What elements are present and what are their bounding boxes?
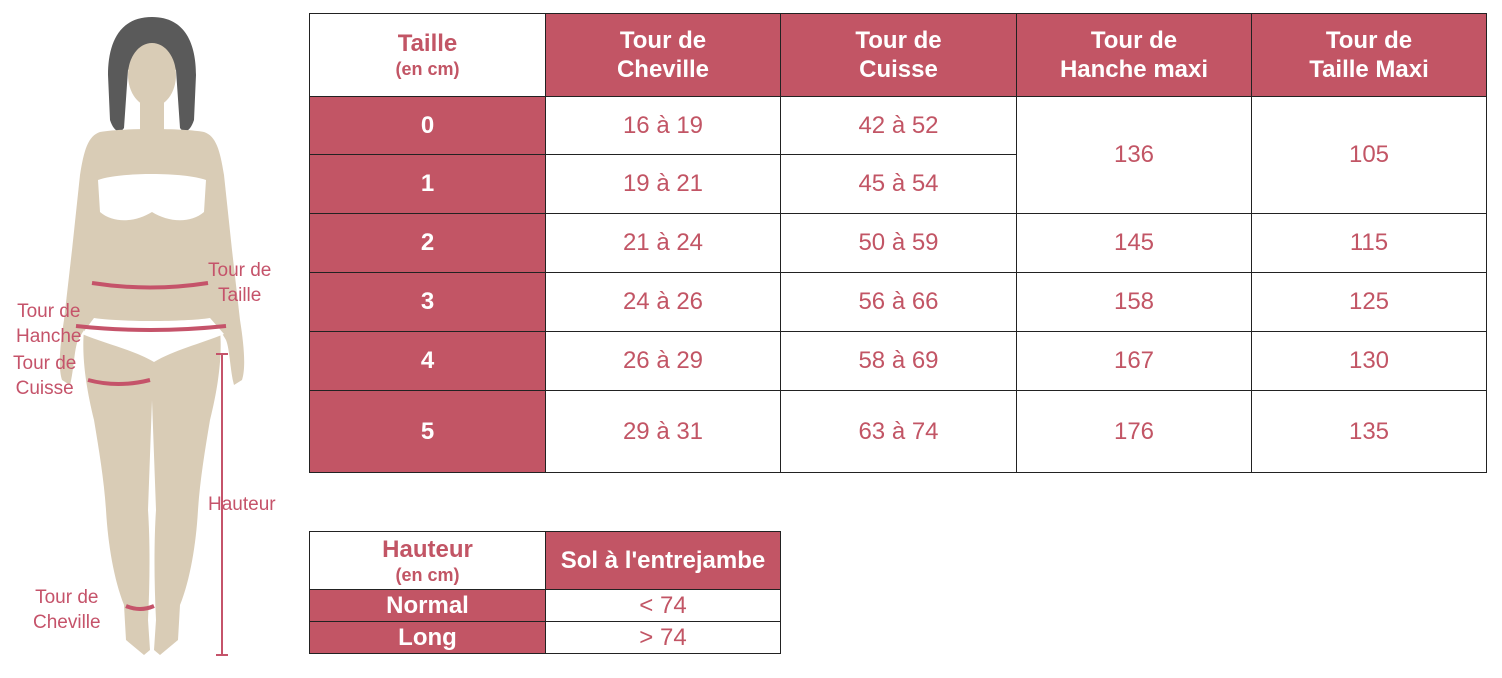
table-row: 1 19 à 21 45 à 54 — [309, 154, 1487, 214]
label-thigh: Tour de Cuisse — [13, 353, 77, 399]
waist-cell: 115 — [1251, 213, 1487, 273]
thigh-cell: 56 à 66 — [780, 272, 1017, 332]
size-table: Taille (en cm) Tour de Cheville Tour de Cu… — [309, 13, 1487, 473]
table-row: 5 29 à 31 63 à 74 176 135 — [309, 390, 1487, 473]
col-header-crotch-height: Sol à l'entrejambe — [545, 531, 781, 590]
col-header-ankle: Tour de Cheville — [545, 13, 781, 97]
label-ankle: Tour de Cheville — [33, 587, 101, 633]
table-row: 4 26 à 29 58 à 69 167 130 — [309, 331, 1487, 391]
waist-cell: 125 — [1251, 272, 1487, 332]
size-corner-header: Taille (en cm) — [309, 13, 546, 97]
size-cell: 2 — [309, 213, 546, 273]
hip-cell: 167 — [1016, 331, 1252, 391]
neck-shape — [140, 100, 164, 130]
col-header-waist: Tour de Taille Maxi — [1251, 13, 1487, 97]
col-header-hip: Tour de Hanche maxi — [1016, 13, 1252, 97]
ankle-cell: 21 à 24 — [545, 213, 781, 273]
ankle-cell: 26 à 29 — [545, 331, 781, 391]
ankle-cell: 19 à 21 — [545, 154, 781, 214]
table-header-row: Taille (en cm) Tour de Cheville Tour de Cu… — [309, 13, 1487, 97]
thigh-cell: 50 à 59 — [780, 213, 1017, 273]
height-label-cell: Long — [309, 621, 546, 654]
size-cell: 4 — [309, 331, 546, 391]
hip-cell-merged: 136 — [1016, 96, 1252, 214]
hip-line — [75, 324, 227, 332]
height-value-cell: < 74 — [545, 589, 781, 622]
label-height: Hauteur — [208, 494, 276, 515]
waist-cell: 135 — [1251, 390, 1487, 473]
hair-shape — [108, 17, 196, 132]
height-label-cell: Normal — [309, 589, 546, 622]
silhouette-illustration — [59, 17, 245, 656]
label-waist: Tour de Taille — [208, 260, 272, 306]
thigh-cell: 45 à 54 — [780, 154, 1017, 214]
size-cell: 5 — [309, 390, 546, 473]
height-table: Hauteur (en cm) Sol à l'entrejambe Norma… — [309, 531, 781, 654]
thigh-line — [87, 378, 151, 386]
hip-cell: 158 — [1016, 272, 1252, 332]
height-table-header-row: Hauteur (en cm) Sol à l'entrejambe — [309, 531, 781, 590]
table-row: 3 24 à 26 56 à 66 158 125 — [309, 272, 1487, 332]
hip-cell: 145 — [1016, 213, 1252, 273]
table-row: 0 16 à 19 42 à 52 136 105 — [309, 96, 1487, 214]
hip-cell: 176 — [1016, 390, 1252, 473]
ankle-cell: 24 à 26 — [545, 272, 781, 332]
height-corner-header: Hauteur (en cm) — [309, 531, 546, 590]
size-cell: 1 — [309, 154, 546, 214]
size-cell: 3 — [309, 272, 546, 332]
table-row: Long > 74 — [309, 621, 781, 654]
table-row: Normal < 74 — [309, 589, 781, 622]
ankle-cell: 29 à 31 — [545, 390, 781, 473]
ankle-line — [125, 604, 155, 611]
waist-line — [91, 281, 209, 290]
label-hip: Tour de Hanche — [16, 301, 82, 347]
body-measurement-figure: Tour de Taille Tour de Hanche Tour de Cu… — [0, 0, 300, 673]
bra-shape — [98, 174, 206, 221]
height-value-cell: > 74 — [545, 621, 781, 654]
ankle-cell: 16 à 19 — [545, 96, 781, 155]
thigh-cell: 42 à 52 — [780, 96, 1017, 155]
thigh-cell: 58 à 69 — [780, 331, 1017, 391]
head-shape — [128, 43, 176, 107]
table-row: 2 21 à 24 50 à 59 145 115 — [309, 213, 1487, 273]
thigh-cell: 63 à 74 — [780, 390, 1017, 473]
col-header-thigh: Tour de Cuisse — [780, 13, 1017, 97]
waist-cell: 130 — [1251, 331, 1487, 391]
size-cell: 0 — [309, 96, 546, 155]
body-shape — [59, 129, 245, 655]
waist-cell-merged: 105 — [1251, 96, 1487, 214]
